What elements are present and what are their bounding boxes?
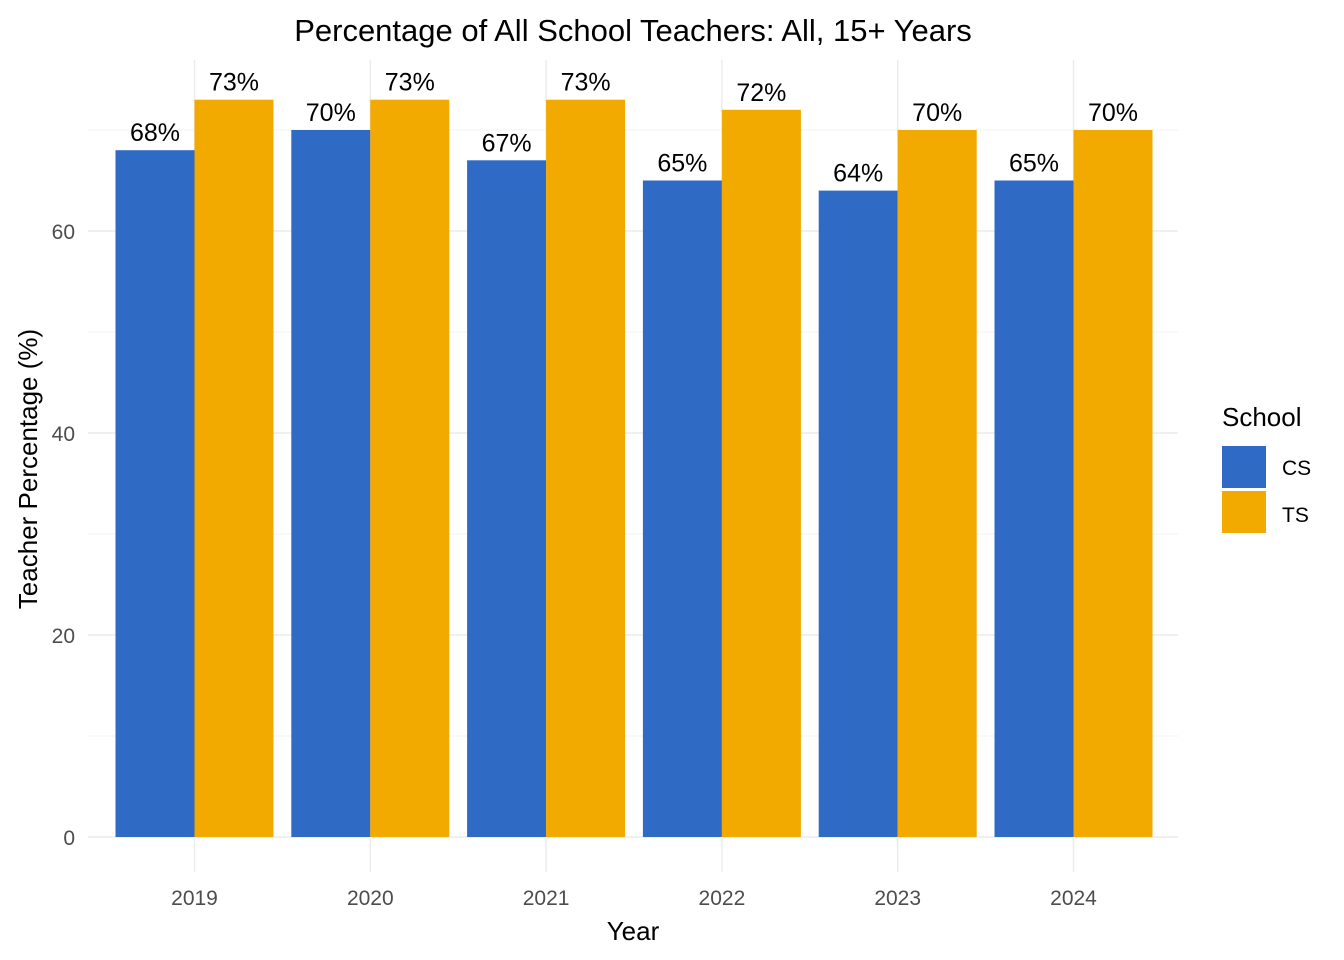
y-tick-label: 20	[52, 625, 75, 648]
y-tick-label: 40	[52, 423, 75, 446]
legend-title: School	[1222, 402, 1302, 432]
bar-ts-2023	[897, 130, 977, 837]
bar-ts-2019	[194, 99, 274, 837]
x-tick-label: 2019	[171, 887, 218, 910]
data-label-ts-2020: 73%	[385, 69, 435, 97]
chart-title: Percentage of All School Teachers: All, …	[294, 13, 972, 48]
data-label-cs-2020: 70%	[306, 99, 356, 127]
y-axis-ticks: 0 20 40 60	[52, 221, 75, 850]
y-tick-label: 60	[52, 221, 75, 244]
legend-label-ts: TS	[1282, 504, 1309, 527]
data-label-cs-2024: 65%	[1009, 150, 1059, 178]
x-axis-title: Year	[607, 916, 660, 946]
bars	[115, 99, 1153, 838]
bar-cs-2024	[994, 180, 1074, 837]
bar-ts-2022	[721, 109, 801, 838]
x-tick-label: 2022	[699, 887, 746, 910]
data-label-cs-2022: 65%	[657, 150, 707, 178]
data-label-cs-2021: 67%	[482, 129, 532, 157]
x-tick-label: 2023	[874, 887, 921, 910]
data-label-ts-2019: 73%	[209, 69, 259, 97]
bar-cs-2023	[818, 190, 898, 838]
bar-cs-2019	[115, 150, 195, 837]
legend-swatch-ts	[1222, 491, 1266, 533]
legend: School CS TS	[1222, 402, 1311, 533]
data-labels: 68% 70% 67% 65% 64% 65% 73% 73% 73% 72% 70% 70%	[130, 69, 1138, 188]
bar-cs-2020	[291, 130, 371, 837]
data-label-ts-2024: 70%	[1088, 99, 1138, 127]
x-axis-ticks: 2019 2020 2021 2022 2023 2024	[171, 887, 1097, 910]
legend-label-cs: CS	[1282, 457, 1311, 480]
data-label-ts-2023: 70%	[912, 99, 962, 127]
bar-ts-2020	[370, 99, 450, 837]
x-tick-label: 2021	[523, 887, 570, 910]
x-tick-label: 2024	[1050, 887, 1097, 910]
data-label-ts-2021: 73%	[561, 69, 611, 97]
y-axis-title: Teacher Percentage (%)	[13, 329, 43, 609]
bar-ts-2024	[1073, 130, 1153, 837]
data-label-cs-2019: 68%	[130, 119, 180, 147]
bar-ts-2021	[546, 99, 626, 837]
y-tick-label: 0	[63, 827, 75, 850]
data-label-ts-2022: 72%	[736, 79, 786, 107]
data-label-cs-2023: 64%	[833, 160, 883, 188]
legend-swatch-cs	[1222, 446, 1266, 488]
x-tick-label: 2020	[347, 887, 394, 910]
bar-cs-2021	[467, 160, 547, 838]
bar-cs-2022	[642, 180, 722, 837]
